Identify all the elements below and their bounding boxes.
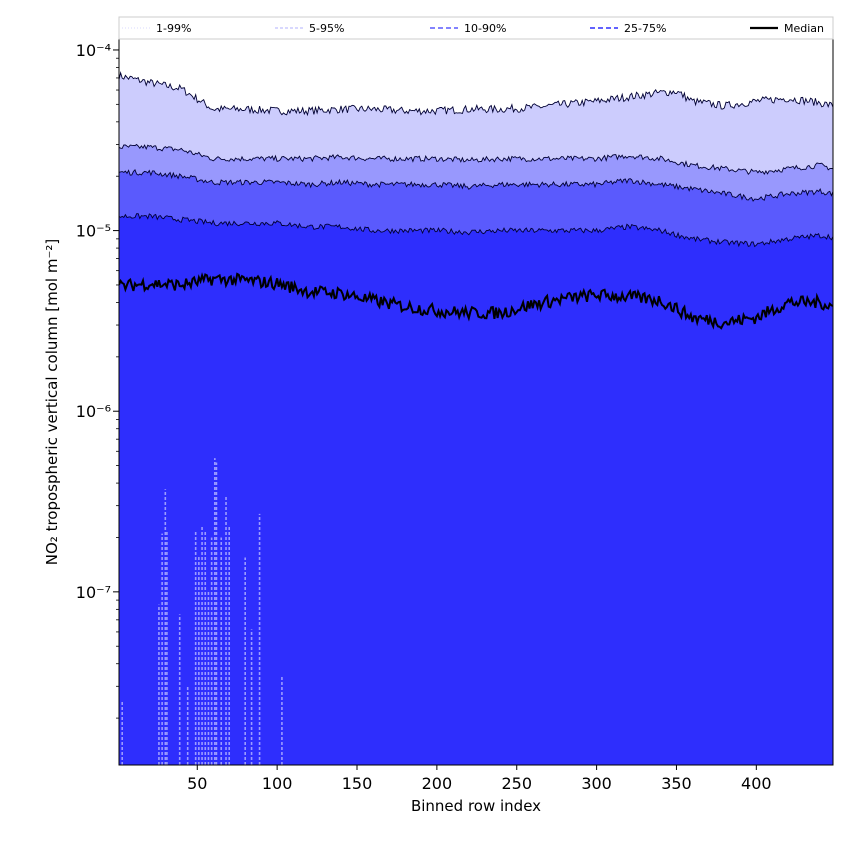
x-axis-label: Binned row index <box>411 797 541 815</box>
x-axis-ticks: 50 100 150 200 250 300 350 400 <box>187 765 772 793</box>
y-axis-ticks: 10⁻⁷ 10⁻⁶ 10⁻⁵ 10⁻⁴ <box>76 41 119 719</box>
x-tick-label-200: 200 <box>422 774 453 793</box>
x-tick-label-100: 100 <box>262 774 293 793</box>
legend-label-1-99%: 1-99% <box>156 22 191 35</box>
y-tick-label-2: 10⁻⁵ <box>76 222 111 241</box>
x-tick-label-400: 400 <box>741 774 772 793</box>
y-tick-label-1: 10⁻⁶ <box>76 402 111 421</box>
plot-area <box>119 39 833 765</box>
band-edge-25-75% <box>119 213 833 248</box>
band-fill-25-75% <box>119 213 833 765</box>
x-tick-label-350: 350 <box>661 774 692 793</box>
band-edge-10-90% <box>119 168 833 202</box>
x-tick-label-150: 150 <box>342 774 373 793</box>
x-tick-label-50: 50 <box>187 774 207 793</box>
percentile-bands <box>119 71 833 765</box>
legend-box <box>118 16 834 40</box>
low-tail-spikes <box>121 458 283 765</box>
legend-label-10-90%: 10-90% <box>464 22 506 35</box>
y-tick-label-3: 10⁻⁴ <box>76 41 111 60</box>
band-edge-5-95% <box>119 143 833 176</box>
legend: 1-99% 5-95% 10-90% 25-75% Median <box>118 16 834 40</box>
y-tick-label-0: 10⁻⁷ <box>76 583 111 602</box>
median-line <box>119 272 833 330</box>
y-axis-label: NO₂ tropospheric vertical column [mol m⁻… <box>43 239 61 565</box>
legend-label-Median: Median <box>784 22 824 35</box>
x-tick-label-300: 300 <box>581 774 612 793</box>
median-series <box>119 272 833 330</box>
legend-label-5-95%: 5-95% <box>309 22 344 35</box>
legend-label-25-75%: 25-75% <box>624 22 666 35</box>
band-edge-1-99% <box>119 71 833 117</box>
x-tick-label-250: 250 <box>501 774 532 793</box>
